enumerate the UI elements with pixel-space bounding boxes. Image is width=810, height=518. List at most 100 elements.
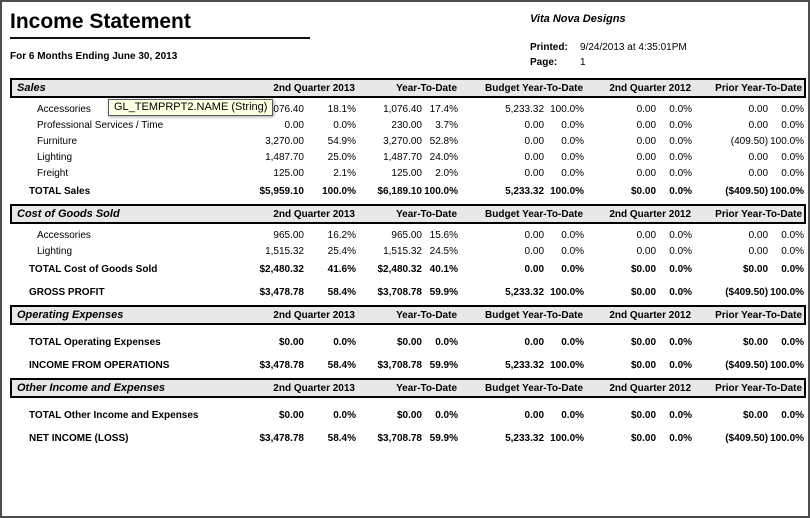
percent-cell: 15.6% [429, 230, 459, 241]
percent-cell: 16.2% [327, 230, 356, 241]
amount-cell: $0.00 [277, 337, 305, 348]
row-label: Accessories [37, 104, 91, 115]
amount-cell: $2,480.32 [258, 264, 305, 275]
column-header: 2nd Quarter 2012 [585, 378, 694, 398]
row-label: Furniture [37, 136, 78, 147]
amount-cell: 0.00 [524, 152, 545, 163]
percent-cell: 0.0% [669, 104, 693, 115]
page-row: Page: 1 [530, 57, 796, 68]
amount-cell: 230.00 [391, 120, 422, 131]
percent-cell: 0.0% [333, 120, 356, 131]
amount-cell: 0.00 [635, 246, 658, 257]
row-label: TOTAL Other Income and Expenses [29, 410, 199, 421]
column-header: Prior Year-To-Date [693, 378, 807, 398]
amount-cell: 1,515.32 [382, 246, 423, 257]
percent-cell: 0.0% [561, 168, 585, 179]
amount-cell: 125.00 [272, 168, 305, 179]
percent-cell: 0.0% [669, 230, 693, 241]
amount-cell: $3,478.78 [258, 360, 305, 371]
table-row: Accessories 965.00 16.2% 965.00 15.6% 0.00 0.0… [11, 223, 805, 241]
amount-cell: $3,478.78 [258, 287, 305, 298]
column-header: 2nd Quarter 2012 [585, 305, 694, 325]
amount-cell: $6,189.10 [376, 186, 423, 197]
row-label: NET INCOME (LOSS) [29, 433, 129, 444]
percent-cell: 100.0% [550, 287, 585, 298]
percent-cell: 0.0% [333, 410, 356, 421]
amount-cell: 5,233.32 [504, 360, 546, 371]
column-header: Prior Year-To-Date [693, 204, 807, 224]
amount-cell: $0.00 [630, 410, 658, 421]
percent-cell: 0.0% [669, 120, 693, 131]
section-gap [11, 371, 805, 379]
amount-cell: $3,708.78 [376, 360, 423, 371]
amount-cell: 0.00 [748, 104, 769, 115]
percent-cell: 0.0% [781, 410, 805, 421]
percent-cell: 0.0% [669, 152, 693, 163]
percent-cell: 100.0% [770, 136, 805, 147]
amount-cell: 5,233.32 [504, 186, 546, 197]
section-title: Cost of Goods Sold [10, 204, 233, 224]
percent-cell: 0.0% [561, 264, 585, 275]
amount-cell: 0.00 [523, 264, 546, 275]
column-header: Budget Year-To-Date [459, 78, 586, 98]
table-row: Lighting 1,487.70 25.0% 1,487.70 24.0% 0.00 0.… [11, 147, 805, 163]
report-body: Sales 2nd Quarter 2013 Year-To-Date Budget … [10, 78, 807, 444]
amount-cell: 0.00 [524, 136, 545, 147]
printed-label: Printed: [530, 42, 568, 53]
row-label: TOTAL Cost of Goods Sold [29, 264, 158, 275]
column-header: Year-To-Date [357, 305, 460, 325]
amount-cell: 0.00 [284, 120, 304, 131]
table-row: Furniture 3,270.00 54.9% 3,270.00 52.8% 0.00 0… [11, 131, 805, 147]
percent-cell: 18.1% [327, 104, 356, 115]
percent-cell: 100.0% [770, 360, 805, 371]
percent-cell: 41.6% [327, 264, 356, 275]
amount-cell: 0.00 [748, 120, 769, 131]
percent-cell: 100.0% [770, 186, 805, 197]
page-label: Page: [530, 57, 558, 68]
table-row: NET INCOME (LOSS) $3,478.78 58.4% $3,708.78… [11, 421, 805, 444]
percent-cell: 100.0% [550, 186, 585, 197]
percent-cell: 100.0% [770, 433, 805, 444]
amount-cell: 0.00 [748, 230, 769, 241]
amount-cell: 0.00 [636, 104, 657, 115]
amount-cell: 0.00 [523, 168, 546, 179]
column-header: Prior Year-To-Date [693, 305, 807, 325]
column-header: 2nd Quarter 2012 [585, 204, 694, 224]
percent-cell: 25.4% [327, 246, 356, 257]
amount-cell: ($409.50) [693, 421, 770, 444]
amount-cell: $0.00 [277, 410, 305, 421]
percent-cell: 0.0% [781, 168, 805, 179]
amount-cell: 0.00 [635, 168, 658, 179]
percent-cell: 59.9% [429, 433, 459, 444]
percent-cell: 100.0% [550, 104, 585, 115]
amount-cell: 0.00 [636, 152, 657, 163]
field-tooltip: GL_TEMPRPT2.NAME (String) [108, 99, 274, 116]
percent-cell: 100.0% [322, 186, 356, 197]
column-header: Budget Year-To-Date [459, 378, 586, 398]
percent-cell: 0.0% [781, 120, 805, 131]
percent-cell: 0.0% [561, 246, 585, 257]
amount-cell: $0.00 [395, 337, 423, 348]
section-header-row: Sales 2nd Quarter 2013 Year-To-Date Budget … [10, 78, 807, 98]
percent-cell: 0.0% [435, 337, 459, 348]
percent-cell: 0.0% [781, 104, 805, 115]
header-right: Vita Nova Designs Printed: 9/24/2013 at … [530, 10, 796, 68]
section-header-row: Operating Expenses 2nd Quarter 2013 Year-T… [10, 305, 807, 325]
percent-cell: 0.0% [561, 136, 585, 147]
amount-cell: $0.00 [630, 337, 658, 348]
section-title: Other Income and Expenses [10, 378, 233, 398]
amount-cell: $2,480.32 [376, 264, 423, 275]
amount-cell: 1,515.32 [264, 246, 305, 257]
table-row: TOTAL Sales $5,959.10 100.0% $6,189.10 100.0… [11, 179, 805, 197]
row-label: Professional Services / Time [37, 120, 164, 131]
section-gap [11, 298, 805, 306]
amount-cell: $0.00 [742, 264, 770, 275]
row-label: GROSS PROFIT [29, 287, 105, 298]
amount-cell: $0.00 [630, 264, 658, 275]
company-name: Vita Nova Designs [530, 13, 626, 25]
percent-cell: 100.0% [550, 360, 585, 371]
amount-cell: $3,478.78 [233, 421, 305, 444]
report-header: Income Statement For 6 Months Ending Jun… [10, 10, 800, 68]
percent-cell: 0.0% [669, 168, 693, 179]
amount-cell: 1,076.40 [383, 104, 422, 115]
